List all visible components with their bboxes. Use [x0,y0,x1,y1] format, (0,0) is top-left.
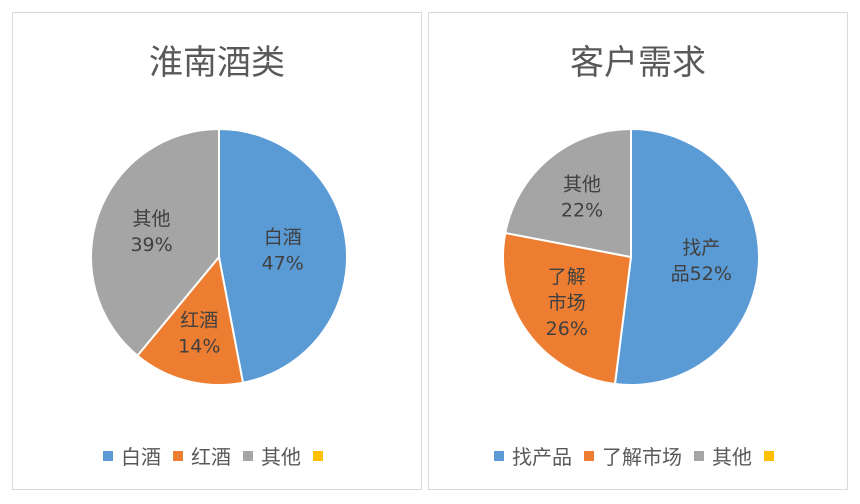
pie-slice-1 [613,127,760,386]
slice-data-label: 白酒 47% [262,226,304,274]
slice-percent-label: 26% [546,318,588,340]
slice-percent-label: 14% [178,335,220,357]
pie-slice-2 [502,231,633,386]
slice-label-text: 红酒 [180,309,218,331]
slice-percent-label: 47% [262,252,304,274]
slice-percent-label: 22% [561,199,603,221]
legend-swatch [494,450,504,461]
legend-swatch [764,450,774,461]
pie-slice-2 [136,254,245,386]
chart-title: 淮南酒类 [149,43,285,83]
liquor-pie-chart: 淮南酒类 白酒 47% 红酒 14% 其他 39% 白酒 红酒 其他 [12,12,422,490]
legend-item: 了解市场 [584,441,682,470]
legend-label: 白酒 [121,445,161,469]
slice-label-text: 白酒 [264,226,302,248]
legend-label: 其他 [261,445,301,469]
legend-item [764,450,782,461]
slice-data-label: 了解市场 26% [546,266,588,340]
pie-slice-3 [504,127,632,259]
slice-data-label: 其他 22% [561,173,603,221]
legend-item [313,450,331,461]
legend-swatch [173,450,183,461]
slice-data-label: 其他 39% [130,208,172,256]
legend-swatch [103,450,113,461]
slice-percent-label: 39% [130,234,172,256]
legend: 找产品 了解市场 其他 [429,441,847,470]
slice-label-text: 其他 [133,208,171,230]
legend-swatch [313,450,323,461]
legend: 白酒 红酒 其他 [13,441,421,470]
legend-swatch [243,450,253,461]
legend-item: 找产品 [494,441,572,470]
legend-item: 其他 [694,441,752,470]
legend-label: 红酒 [191,445,231,469]
customer-demand-pie-chart: 客户需求 找产 品52% 了解 市场 26% 其他 22% 找产品 了解市场 其他 [428,12,848,490]
legend-item: 红酒 [173,441,231,470]
legend-label: 其他 [712,445,752,469]
slice-label-text: 市场 [548,292,586,314]
slice-label-text: 找产 [682,237,720,259]
pie-slice-3 [90,127,220,358]
legend-label: 了解市场 [602,445,682,469]
slice-label-text: 了解 [548,266,586,288]
chart-title: 客户需求 [570,43,706,83]
legend-item: 白酒 [103,441,161,470]
legend-swatch [694,450,704,461]
legend-swatch [584,450,594,461]
slice-label-text: 品52% [671,263,732,285]
pie-slice-1 [218,127,348,384]
slice-label-text: 其他 [563,173,601,195]
pie-plot: 白酒 47% 红酒 14% 其他 39% [90,127,348,386]
legend-item: 其他 [243,441,301,470]
legend-label: 找产品 [512,445,572,469]
slice-data-label: 红酒 14% [178,309,220,357]
